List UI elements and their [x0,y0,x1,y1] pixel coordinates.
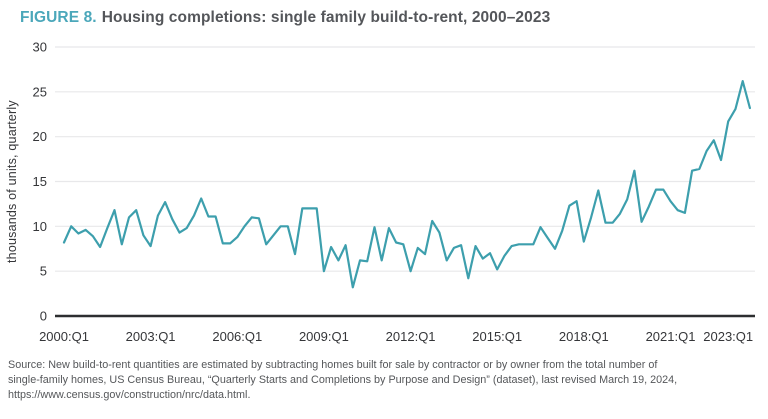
data-series-line [62,79,752,289]
y-tick-label: 30 [33,40,47,55]
line-chart: 0 5 10 15 20 25 30 2000:Q1 2003:Q1 2006:Q1 2009:Q1… [33,40,755,344]
y-tick-label: 20 [33,129,47,144]
x-tick-label: 2012:Q1 [386,329,436,344]
x-tick-label: 2021:Q1 [646,329,696,344]
figure-title: FIGURE 8. Housing completions: single fam… [20,9,758,27]
y-tick-label: 5 [40,264,47,279]
y-tick-label: 10 [33,219,47,234]
figure-number: FIGURE 8. [20,9,97,26]
source-line-2: single-family homes, US Census Bureau, “… [8,374,678,387]
x-tick-label: 2023:Q1 [703,329,753,344]
x-tick-label: 2006:Q1 [212,329,262,344]
chart-canvas: 0 5 10 15 20 25 30 2000:Q1 2003:Q1 2006:Q1 2009:Q1… [33,40,755,344]
y-tick-label: 15 [33,174,47,189]
source-line-3: https://www.census.gov/construction/nrc/… [8,389,251,402]
x-tick-label: 2003:Q1 [126,329,176,344]
y-tick-label: 0 [40,309,47,324]
source-note: Source: New build-to-rent quantities are… [8,358,762,403]
figure-title-text: Housing completions: single family build… [101,9,551,26]
x-tick-label: 2018:Q1 [559,329,609,344]
x-tick-label: 2009:Q1 [299,329,349,344]
source-line-1: Source: New build-to-rent quantities are… [8,359,658,371]
y-tick-label: 25 [33,84,47,99]
x-tick-label: 2015:Q1 [472,329,522,344]
x-tick-label: 2000:Q1 [39,329,89,344]
